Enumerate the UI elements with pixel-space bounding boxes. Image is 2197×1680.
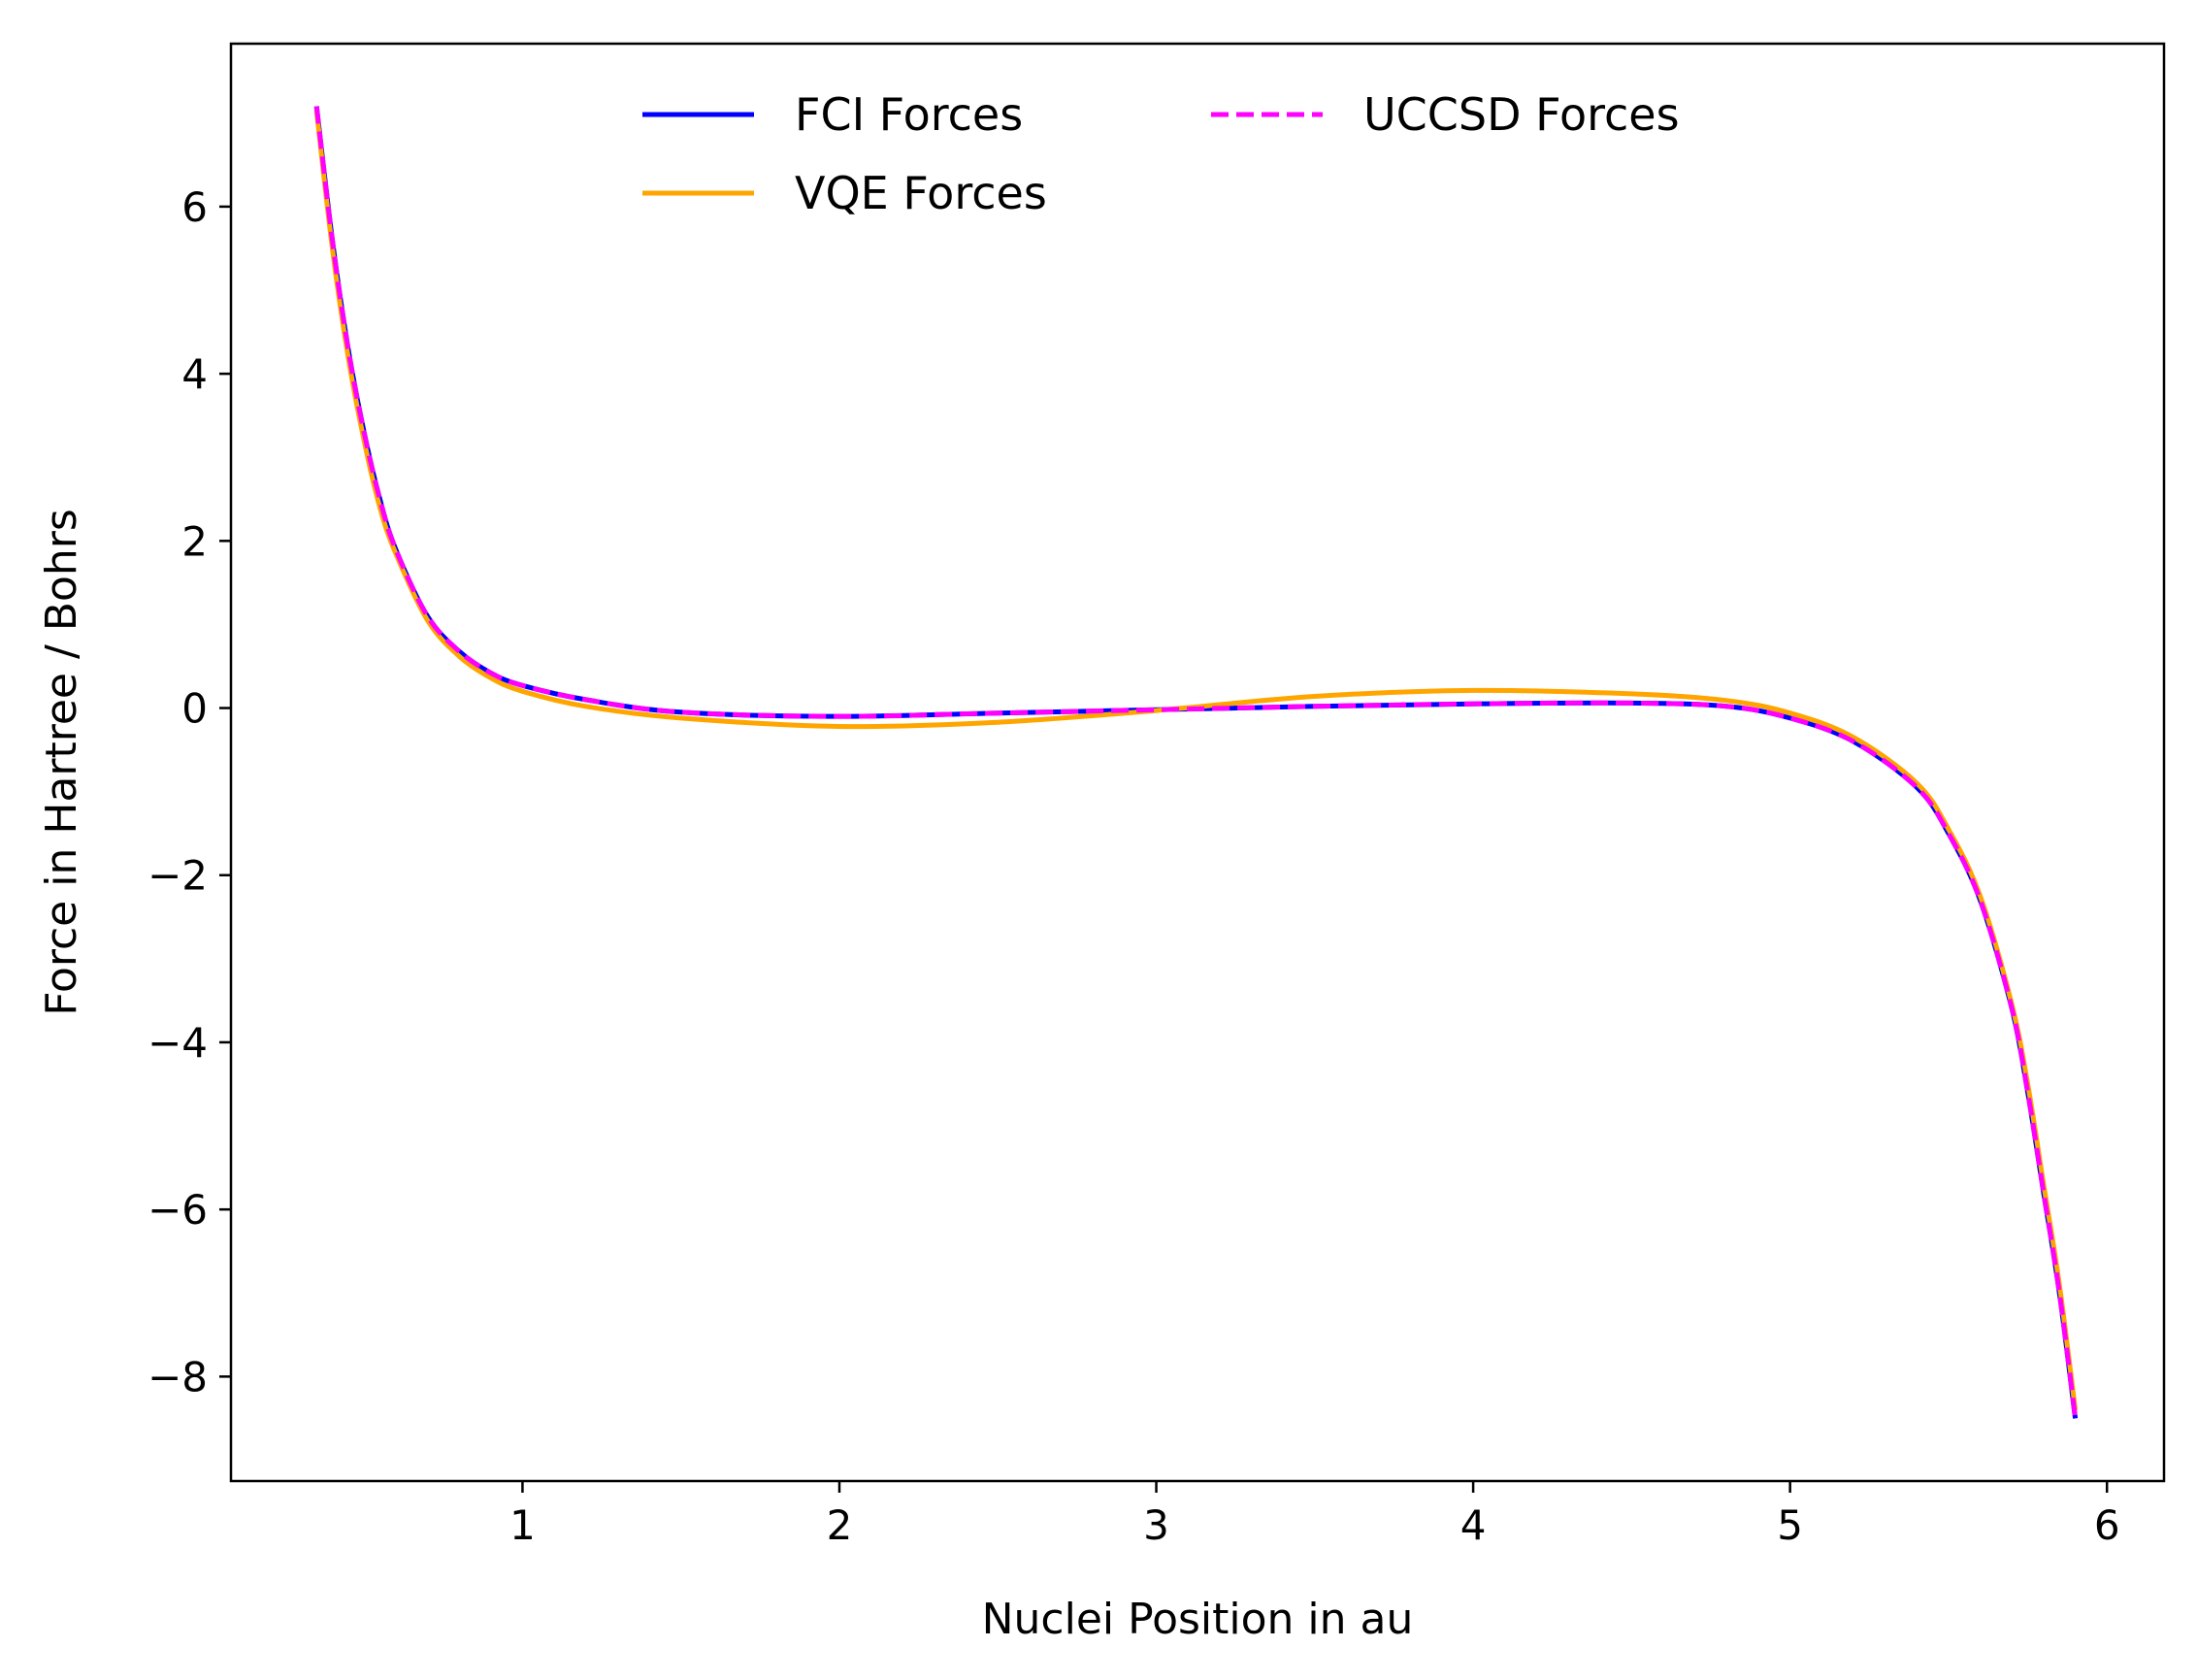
y-axis-label: Force in Hartree / Bohrs: [37, 509, 86, 1016]
y-tick-label: 6: [181, 183, 208, 231]
plot-frame: [229, 42, 2166, 1483]
y-tick-label: 0: [181, 685, 208, 733]
x-tick-label: 3: [1143, 1501, 1169, 1549]
legend-label: UCCSD Forces: [1363, 88, 1680, 141]
y-tick-label: −8: [148, 1353, 208, 1400]
x-tick-label: 4: [1460, 1501, 1487, 1549]
x-tick-label: 2: [827, 1501, 853, 1549]
legend-label: FCI Forces: [795, 88, 1023, 141]
legend-label: VQE Forces: [795, 167, 1047, 219]
x-axis-label: Nuclei Position in au: [982, 1595, 1414, 1644]
y-tick-label: 4: [181, 350, 208, 398]
y-tick-label: −6: [148, 1186, 208, 1234]
x-tick-label: 1: [509, 1501, 536, 1549]
y-tick-label: −4: [148, 1019, 208, 1067]
y-tick-label: −2: [148, 852, 208, 900]
legend: FCI Forces VQE Forces UCCSD Forces: [642, 88, 1680, 219]
x-axis-ticks: 1 2 3 4 5 6: [509, 1481, 2120, 1549]
series-layer: [313, 106, 2079, 1419]
y-axis-ticks: −8 −6 −4 −2 0 2 4 6: [148, 183, 231, 1400]
series-line-uccsd-forces: [313, 106, 2079, 1419]
x-tick-label: 6: [2094, 1501, 2120, 1549]
y-tick-label: 2: [181, 517, 208, 565]
x-tick-label: 5: [1777, 1501, 1803, 1549]
